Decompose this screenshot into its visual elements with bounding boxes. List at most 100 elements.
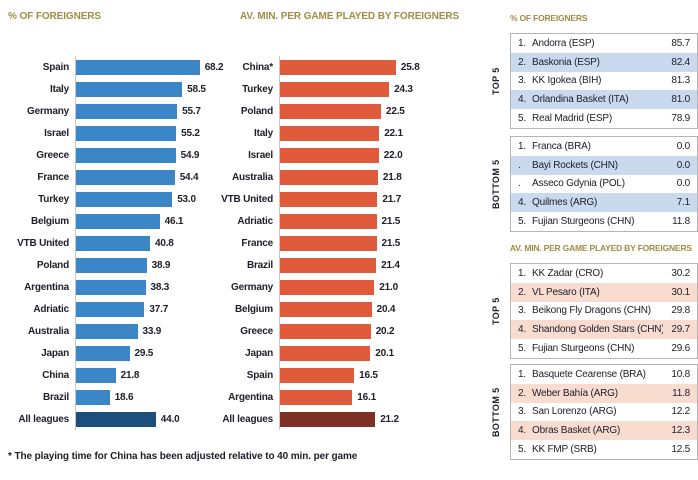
- bar-row: Spain 16.5: [217, 364, 420, 386]
- bar: [280, 59, 396, 75]
- bar-value-label: 25.8: [400, 61, 420, 73]
- bar-value-label: 55.7: [182, 105, 201, 117]
- bar-track: 54.4: [75, 166, 199, 188]
- bar-category-label: Poland: [240, 105, 273, 117]
- bar-row: Turkey 53.0: [8, 188, 223, 210]
- bar-track: 21.8: [75, 364, 139, 386]
- bar-category-label: Poland: [36, 259, 69, 271]
- bar-row: All leagues 44.0: [8, 408, 223, 430]
- bar-category-label: Brazil: [42, 391, 69, 403]
- bar-row: Belgium 46.1: [8, 210, 223, 232]
- bar: [280, 279, 375, 295]
- bar-row: Brazil 18.6: [8, 386, 223, 408]
- bar-category-label: Israel: [248, 149, 273, 161]
- rank-cell: 3.: [518, 406, 526, 418]
- rankings-section2-title: AV. MIN. PER GAME PLAYED BY FOREIGNERS: [510, 243, 692, 253]
- bar-row: China 21.8: [8, 364, 223, 386]
- bar-track: 25.8: [279, 56, 420, 78]
- bar-value-label: 21.0: [379, 281, 398, 293]
- bar-row: Brazil 21.4: [217, 254, 420, 276]
- bottom5-label: BOTTOM 5: [491, 159, 501, 209]
- team-name-cell: Fujian Sturgeons (CHN): [532, 343, 635, 355]
- bar-category-label: VTB United: [17, 237, 69, 249]
- bar-row: VTB United 40.8: [8, 232, 223, 254]
- table-row: 5. Fujian Sturgeons (CHN) 11.8: [511, 212, 697, 231]
- bar: [280, 103, 381, 119]
- bar: [280, 191, 378, 207]
- bar-category-label: Greece: [240, 325, 273, 337]
- rank-cell: 1.: [518, 368, 526, 380]
- rank-cell: 2.: [518, 56, 526, 68]
- table-row: 1. KK Zadar (CRO) 30.2: [511, 264, 697, 283]
- bar-track: 55.2: [75, 122, 200, 144]
- bar: [76, 59, 200, 75]
- bar: [76, 103, 178, 119]
- team-name-cell: Obras Basket (ARG): [532, 425, 621, 437]
- bar-category-label: Italy: [253, 127, 273, 139]
- bar: [76, 169, 175, 185]
- bar-value-label: 24.3: [394, 83, 413, 95]
- bar-row: Japan 20.1: [217, 342, 420, 364]
- table-row: 2. Weber Bahía (ARG) 11.8: [511, 383, 697, 403]
- bar: [76, 191, 173, 207]
- bar-category-label: Turkey: [242, 83, 273, 95]
- rank-cell: 1.: [518, 267, 526, 279]
- value-cell: 81.3: [671, 75, 690, 87]
- value-cell: 29.6: [671, 343, 690, 355]
- team-name-cell: Asseco Gdynia (POL): [532, 178, 625, 190]
- bar-value-label: 18.6: [114, 391, 134, 403]
- min-bottom5-group: BOTTOM 5 1. Basquete Cearense (BRA) 10.8 2.…: [482, 364, 698, 460]
- bar-row: Israel 55.2: [8, 122, 223, 144]
- bar-track: 21.7: [279, 188, 401, 210]
- pct-bottom5-group: BOTTOM 5 1. Franca (BRA) 0.0. Bayi Rockets …: [482, 136, 698, 232]
- value-cell: 12.3: [671, 425, 690, 437]
- bar: [280, 213, 377, 229]
- table-row: 3. KK Igokea (BIH) 81.3: [511, 72, 697, 91]
- pct-top5-group: TOP 5 1. Andorra (ESP) 85.7 2. Baskonia (ESP…: [482, 33, 698, 129]
- value-cell: 78.9: [671, 113, 690, 125]
- bar-row: Greece 20.2: [217, 320, 420, 342]
- bar-value-label: 22.0: [383, 149, 403, 161]
- bar-value-label: 29.5: [134, 347, 154, 359]
- bar-track: 40.8: [75, 232, 174, 254]
- bar-category-label: Argentina: [24, 281, 69, 293]
- bar-track: 22.1: [279, 122, 403, 144]
- bar-category-label: Adriatic: [33, 303, 69, 315]
- bar-row: Adriatic 37.7: [8, 298, 223, 320]
- rank-cell: 2.: [518, 387, 526, 399]
- value-cell: 29.8: [671, 305, 690, 317]
- bar-row: Italy 58.5: [8, 78, 223, 100]
- value-cell: 0.0: [676, 178, 691, 190]
- table-row: 3. San Lorenzo (ARG) 12.2: [511, 403, 697, 422]
- bar: [280, 147, 379, 163]
- value-cell: 10.8: [671, 368, 690, 380]
- table-row: 2. Baskonia (ESP) 82.4: [511, 52, 697, 72]
- bar-track: 21.4: [279, 254, 400, 276]
- bar-track: 24.3: [279, 78, 413, 100]
- bar-row: Argentina 16.1: [217, 386, 420, 408]
- bar-category-label: VTB United: [221, 193, 273, 205]
- bar-category-label: Belgium: [30, 215, 69, 227]
- value-cell: 0.0: [676, 159, 691, 171]
- bar-value-label: 20.1: [375, 347, 394, 359]
- bar-category-label: Japan: [41, 347, 69, 359]
- rank-cell: 1.: [518, 140, 526, 152]
- bar-row: Israel 22.0: [217, 144, 420, 166]
- footnote: * The playing time for China has been ad…: [8, 451, 358, 462]
- bar-track: 21.0: [279, 276, 398, 298]
- bar: [280, 125, 380, 141]
- bar-track: 21.2: [279, 408, 399, 430]
- bar-category-label: Greece: [36, 149, 69, 161]
- table-row: 2. VL Pesaro (ITA) 30.1: [511, 282, 697, 302]
- bar-row: Australia 21.8: [217, 166, 420, 188]
- bar-row: Germany 55.7: [8, 100, 223, 122]
- table-row: . Asseco Gdynia (POL) 0.0: [511, 175, 697, 194]
- bar-value-label: 54.9: [180, 149, 200, 161]
- bar-track: 16.5: [279, 364, 378, 386]
- bar-value-label: 21.5: [381, 237, 401, 249]
- bar-category-label: Spain: [246, 369, 273, 381]
- team-name-cell: Baskonia (ESP): [532, 56, 600, 68]
- bar: [280, 81, 390, 97]
- bar-value-label: 21.8: [382, 171, 402, 183]
- bar-category-label: Germany: [27, 105, 69, 117]
